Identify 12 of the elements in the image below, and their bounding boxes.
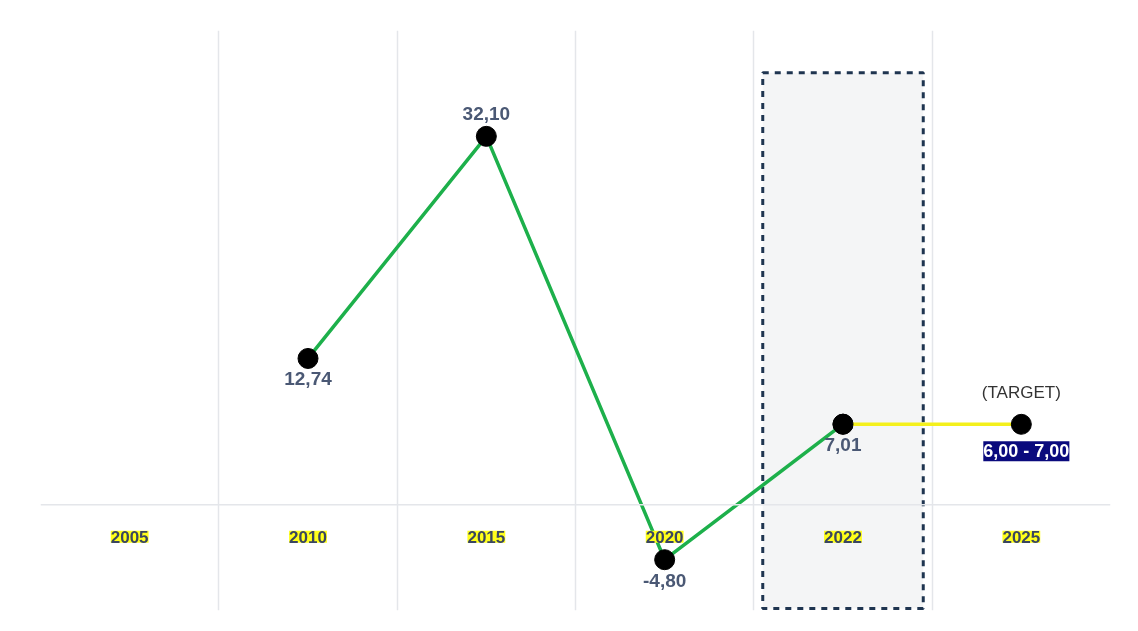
x-tick-label: 2010 [289,527,327,547]
data-label: 12,74 [284,368,333,390]
x-tick-label: 2022 [824,527,862,547]
data-label: 7,01 [824,434,862,456]
data-label: 32,10 [462,103,511,125]
x-tick-label: 2020 [645,527,684,547]
x-tick-label: 2015 [467,527,506,547]
x-tick-label: 2025 [1002,527,1041,547]
data-label: -4,80 [643,569,687,591]
annotation: 6,00 - 7,00 [983,441,1070,462]
annotation: (TARGET) [981,383,1061,403]
x-tick-label: 2005 [110,527,149,547]
